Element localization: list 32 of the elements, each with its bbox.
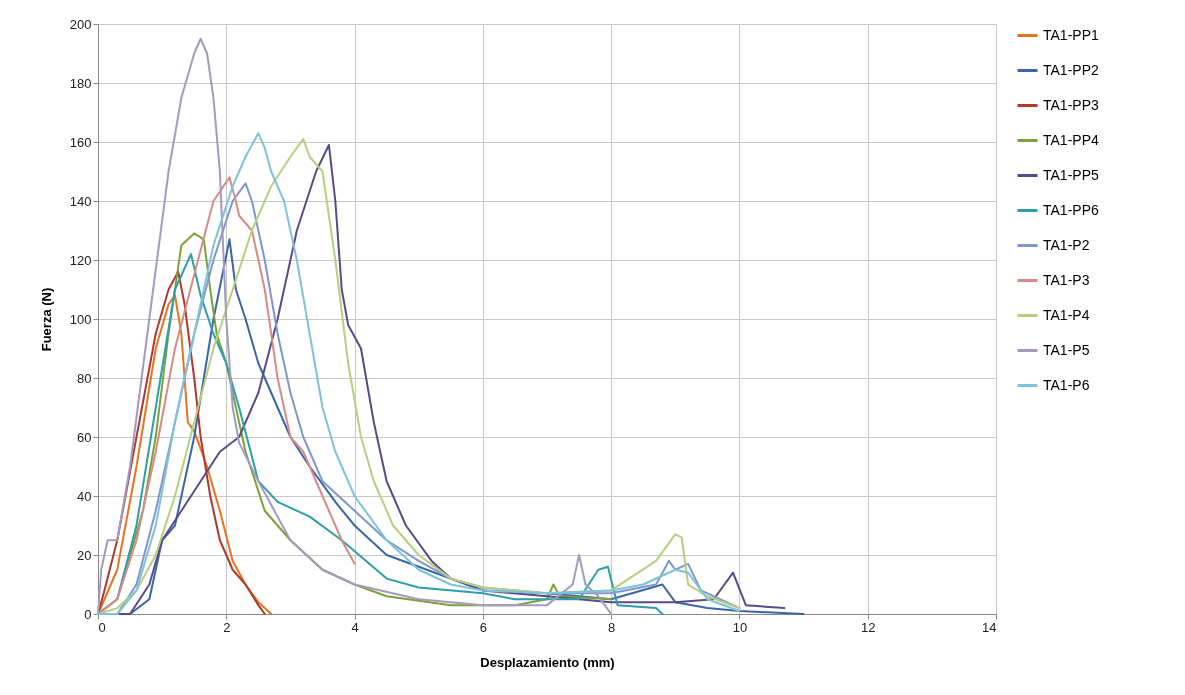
y-tick-label: 0 — [84, 606, 92, 622]
y-tick-label: 140 — [69, 193, 92, 209]
x-tick-label: 4 — [351, 619, 359, 635]
legend-label: TA1-P2 — [1043, 236, 1090, 253]
y-tick-label: 40 — [77, 488, 92, 504]
y-axis-title: Fuerza (N) — [38, 287, 54, 352]
legend-label: TA1-P4 — [1043, 306, 1090, 323]
legend-label: TA1-PP4 — [1043, 131, 1099, 148]
y-tick-label: 60 — [77, 429, 92, 445]
x-tick-label: 12 — [860, 619, 876, 635]
y-tick-label: 80 — [77, 370, 92, 386]
legend-label: TA1-PP6 — [1043, 201, 1099, 218]
x-tick-label: 6 — [479, 619, 487, 635]
y-tick-label: 200 — [69, 16, 92, 32]
y-tick-label: 20 — [77, 547, 92, 563]
x-tick-label: 0 — [98, 619, 106, 635]
y-tick-label: 100 — [69, 311, 92, 327]
x-tick-label: 2 — [223, 619, 231, 635]
x-axis-title: Desplazamiento (mm) — [480, 654, 615, 670]
y-tick-label: 180 — [69, 75, 92, 91]
legend-label: TA1-P3 — [1043, 271, 1090, 288]
x-tick-label: 14 — [982, 619, 997, 635]
legend-label: TA1-P6 — [1043, 376, 1090, 393]
y-tick-label: 160 — [69, 134, 92, 150]
legend-label: TA1-PP2 — [1043, 61, 1099, 78]
legend-label: TA1-PP3 — [1043, 96, 1099, 113]
legend-label: TA1-PP5 — [1043, 166, 1099, 183]
y-tick-label: 120 — [69, 252, 92, 268]
x-tick-label: 10 — [732, 619, 748, 635]
legend-label: TA1-P5 — [1043, 341, 1090, 358]
legend-label: TA1-PP1 — [1043, 26, 1099, 43]
x-tick-label: 8 — [608, 619, 616, 635]
